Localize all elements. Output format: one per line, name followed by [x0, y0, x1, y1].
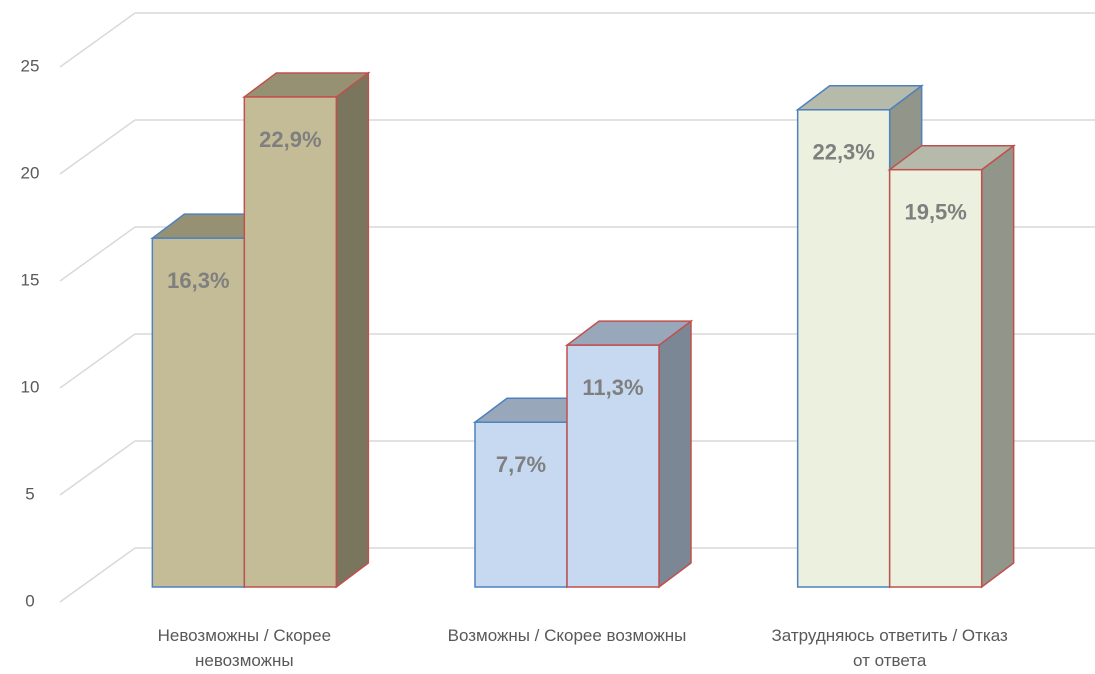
x-tick-label: Невозможны / Скорее невозможны [157, 626, 332, 670]
bar-side [980, 144, 1015, 589]
y-tick-label: 10 [21, 377, 40, 396]
y-tick-label: 20 [21, 163, 40, 182]
data-label: 7,7% [496, 452, 546, 477]
grid-line [59, 547, 136, 603]
bar [888, 168, 983, 588]
data-label: 16,3% [167, 268, 229, 293]
data-label: 22,3% [812, 140, 874, 165]
bar-side [335, 71, 370, 589]
y-tick-label: 15 [21, 270, 40, 289]
y-tick-label: 25 [21, 56, 40, 75]
grid-line [59, 333, 136, 389]
x-tick-label: Затрудняюсь ответить / Отказ от ответа [771, 626, 1008, 670]
grid-line [59, 226, 136, 282]
bar [474, 421, 568, 588]
data-label: 19,5% [904, 200, 966, 225]
grid-line [59, 12, 136, 68]
bar [243, 96, 338, 588]
data-label: 22,9% [259, 127, 321, 152]
x-tick-label: Возможны / Скорее возможны [447, 626, 687, 645]
y-tick-label: 5 [25, 484, 34, 503]
bar [151, 237, 246, 588]
data-label: 11,3% [582, 375, 643, 400]
bar [566, 344, 660, 588]
grid-line [59, 440, 136, 496]
y-tick-label: 0 [25, 591, 34, 610]
bar [796, 109, 891, 588]
grid-line [59, 119, 136, 175]
bar-side [658, 319, 692, 589]
